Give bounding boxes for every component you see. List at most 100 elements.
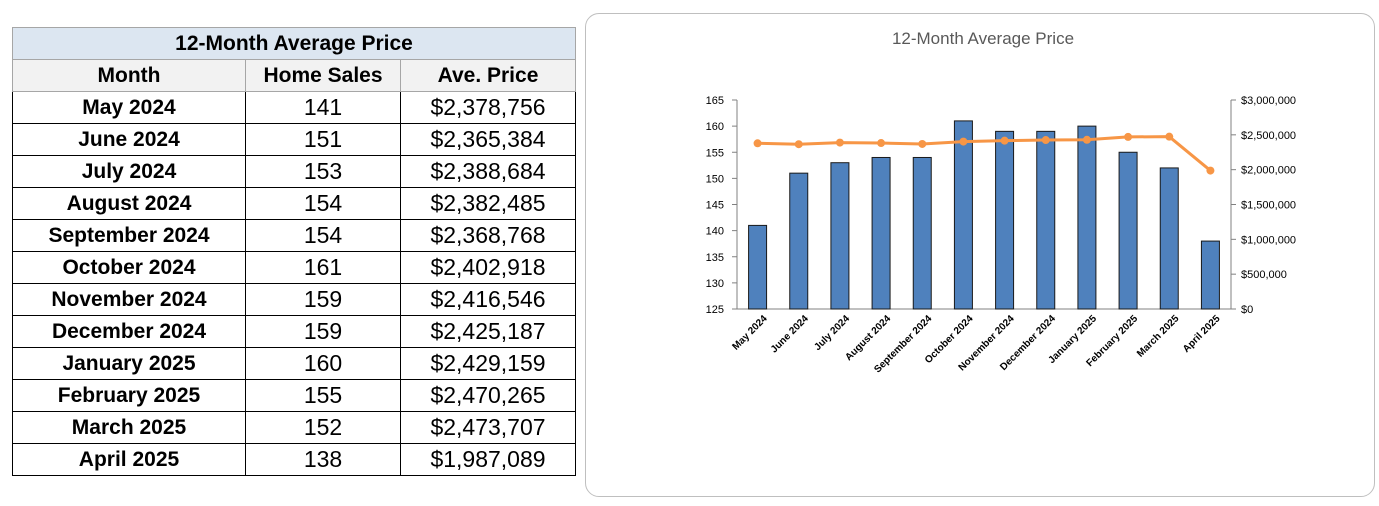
cell-month: September 2024	[12, 219, 246, 252]
left-tick-label: 165	[706, 95, 724, 107]
right-tick-label: $1,500,000	[1241, 200, 1296, 212]
line-point	[918, 139, 927, 148]
cell-home-sales: 153	[245, 155, 401, 188]
chart-title: 12-Month Average Price	[892, 29, 1074, 48]
left-tick-label: 135	[706, 252, 724, 264]
bar	[953, 120, 973, 310]
cell-month: October 2024	[12, 251, 246, 284]
cell-home-sales: 138	[245, 443, 401, 476]
right-tick-label: $500,000	[1241, 269, 1287, 281]
line-point	[1124, 132, 1133, 141]
bar	[748, 224, 768, 310]
category-label: July 2024	[812, 313, 852, 353]
cell-ave-price: $2,368,768	[400, 219, 576, 252]
line-point	[753, 139, 762, 148]
right-tick-label: $0	[1241, 304, 1253, 316]
price-line	[757, 135, 1212, 172]
cell-ave-price: $2,473,707	[400, 411, 576, 444]
category-label: April 2025	[1181, 313, 1223, 355]
left-tick-label: 150	[706, 173, 724, 185]
bar	[1036, 130, 1056, 310]
line-point	[1082, 135, 1091, 144]
cell-ave-price: $1,987,089	[400, 443, 576, 476]
cell-month: February 2025	[12, 379, 246, 412]
cell-home-sales: 159	[245, 283, 401, 316]
cell-home-sales: 161	[245, 251, 401, 284]
cell-ave-price: $2,378,756	[400, 91, 576, 124]
table-row: August 2024 154 $2,382,485	[12, 187, 576, 220]
left-tick-label: 140	[706, 226, 724, 238]
line-point	[835, 138, 844, 147]
cell-home-sales: 141	[245, 91, 401, 124]
line-point	[959, 137, 968, 146]
bar	[789, 172, 809, 310]
category-label: May 2024	[730, 313, 770, 353]
cell-home-sales: 154	[245, 219, 401, 252]
cell-month: April 2025	[12, 443, 246, 476]
cell-month: November 2024	[12, 283, 246, 316]
cell-month: August 2024	[12, 187, 246, 220]
left-tick-label: 160	[706, 121, 724, 133]
header-month: Month	[12, 59, 246, 92]
table-row: December 2024 159 $2,425,187	[12, 315, 576, 348]
cell-home-sales: 151	[245, 123, 401, 156]
bar	[1200, 240, 1220, 310]
bar-series	[748, 120, 1220, 310]
table-row: April 2025 138 $1,987,089	[12, 443, 576, 476]
bar	[912, 156, 932, 310]
right-tick-label: $1,000,000	[1241, 234, 1296, 246]
bar	[830, 162, 850, 310]
cell-month: January 2025	[12, 347, 246, 380]
cell-home-sales: 160	[245, 347, 401, 380]
cell-ave-price: $2,382,485	[400, 187, 576, 220]
line-point	[1041, 136, 1050, 145]
bar	[1118, 151, 1138, 310]
line-point	[794, 140, 803, 149]
cell-month: May 2024	[12, 91, 246, 124]
table-row: October 2024 161 $2,402,918	[12, 251, 576, 284]
header-home-sales: Home Sales	[245, 59, 401, 92]
table-row: September 2024 154 $2,368,768	[12, 219, 576, 252]
cell-ave-price: $2,470,265	[400, 379, 576, 412]
table-row: May 2024 141 $2,378,756	[12, 91, 576, 124]
cell-ave-price: $2,388,684	[400, 155, 576, 188]
line-point	[1000, 136, 1009, 145]
price-table: 12-Month Average Price Month Home Sales …	[12, 27, 576, 476]
cell-month: June 2024	[12, 123, 246, 156]
header-ave-price: Ave. Price	[400, 59, 576, 92]
cell-home-sales: 152	[245, 411, 401, 444]
table-row: July 2024 153 $2,388,684	[12, 155, 576, 188]
left-tick-label: 145	[706, 200, 724, 212]
cell-ave-price: $2,416,546	[400, 283, 576, 316]
cell-month: December 2024	[12, 315, 246, 348]
cell-home-sales: 154	[245, 187, 401, 220]
table-row: November 2024 159 $2,416,546	[12, 283, 576, 316]
left-tick-label: 125	[706, 304, 724, 316]
cell-home-sales: 155	[245, 379, 401, 412]
bar	[1159, 167, 1179, 310]
table-row: January 2025 160 $2,429,159	[12, 347, 576, 380]
category-label: June 2024	[769, 313, 811, 355]
left-tick-label: 130	[706, 278, 724, 290]
category-label: March 2025	[1135, 313, 1182, 360]
left-tick-label: 155	[706, 147, 724, 159]
table-row: June 2024 151 $2,365,384	[12, 123, 576, 156]
table-row: February 2025 155 $2,470,265	[12, 379, 576, 412]
cell-ave-price: $2,402,918	[400, 251, 576, 284]
cell-ave-price: $2,425,187	[400, 315, 576, 348]
table-body: May 2024 141 $2,378,756 June 2024 151 $2,365,…	[12, 91, 576, 476]
table-row: March 2025 152 $2,473,707	[12, 411, 576, 444]
chart-card: 12-Month Average Price 125 130 135 140 145 15…	[585, 13, 1375, 497]
right-tick-label: $2,500,000	[1241, 130, 1296, 142]
cell-ave-price: $2,429,159	[400, 347, 576, 380]
right-tick-label: $3,000,000	[1241, 95, 1296, 107]
line-point	[1206, 166, 1215, 175]
combo-chart: 12-Month Average Price 125 130 135 140 145 15…	[706, 29, 1296, 375]
cell-month: March 2025	[12, 411, 246, 444]
line-point	[877, 139, 886, 148]
bar	[1077, 125, 1097, 310]
cell-month: July 2024	[12, 155, 246, 188]
cell-home-sales: 159	[245, 315, 401, 348]
right-tick-label: $2,000,000	[1241, 165, 1296, 177]
cell-ave-price: $2,365,384	[400, 123, 576, 156]
